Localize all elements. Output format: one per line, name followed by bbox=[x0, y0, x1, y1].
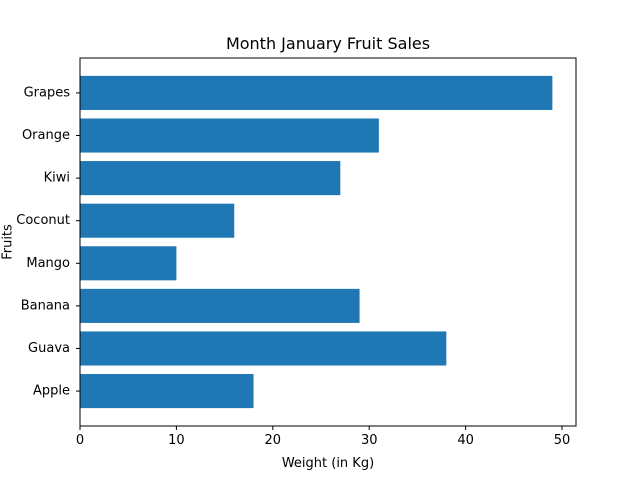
y-tick-label: Grapes bbox=[24, 85, 71, 100]
x-tick-label: 40 bbox=[457, 433, 474, 448]
y-axis-title: Fruits bbox=[1, 224, 16, 260]
y-tick-label: Guava bbox=[28, 341, 70, 356]
bar-grapes bbox=[80, 75, 553, 110]
y-tick-label: Banana bbox=[21, 298, 70, 313]
bar-banana bbox=[80, 288, 360, 323]
y-tick-label: Apple bbox=[33, 384, 70, 399]
y-tick-label: Coconut bbox=[16, 213, 70, 228]
plot-frame bbox=[79, 57, 577, 427]
y-axis-ticks: Apple Guava Banana Mango Coconut Kiwi Orange Gr… bbox=[16, 85, 80, 399]
bar-coconut bbox=[80, 203, 235, 238]
x-tick-label: 30 bbox=[361, 433, 378, 448]
x-axis-title: Weight (in Kg) bbox=[282, 456, 374, 471]
bars-group bbox=[80, 75, 553, 409]
y-tick-label: Kiwi bbox=[44, 171, 70, 186]
bar-mango bbox=[80, 246, 177, 281]
bar-apple bbox=[80, 374, 254, 409]
x-tick-label: 0 bbox=[76, 433, 84, 448]
bar-kiwi bbox=[80, 161, 341, 196]
y-tick-label: Mango bbox=[26, 256, 70, 271]
bar-orange bbox=[80, 118, 379, 153]
x-tick-label: 20 bbox=[265, 433, 282, 448]
x-tick-label: 50 bbox=[554, 433, 571, 448]
x-tick-label: 10 bbox=[168, 433, 185, 448]
bar-guava bbox=[80, 331, 447, 366]
x-axis-ticks: 0 10 20 30 40 50 bbox=[76, 426, 570, 448]
y-tick-label: Orange bbox=[22, 128, 70, 143]
chart-title: Month January Fruit Sales bbox=[226, 34, 430, 53]
